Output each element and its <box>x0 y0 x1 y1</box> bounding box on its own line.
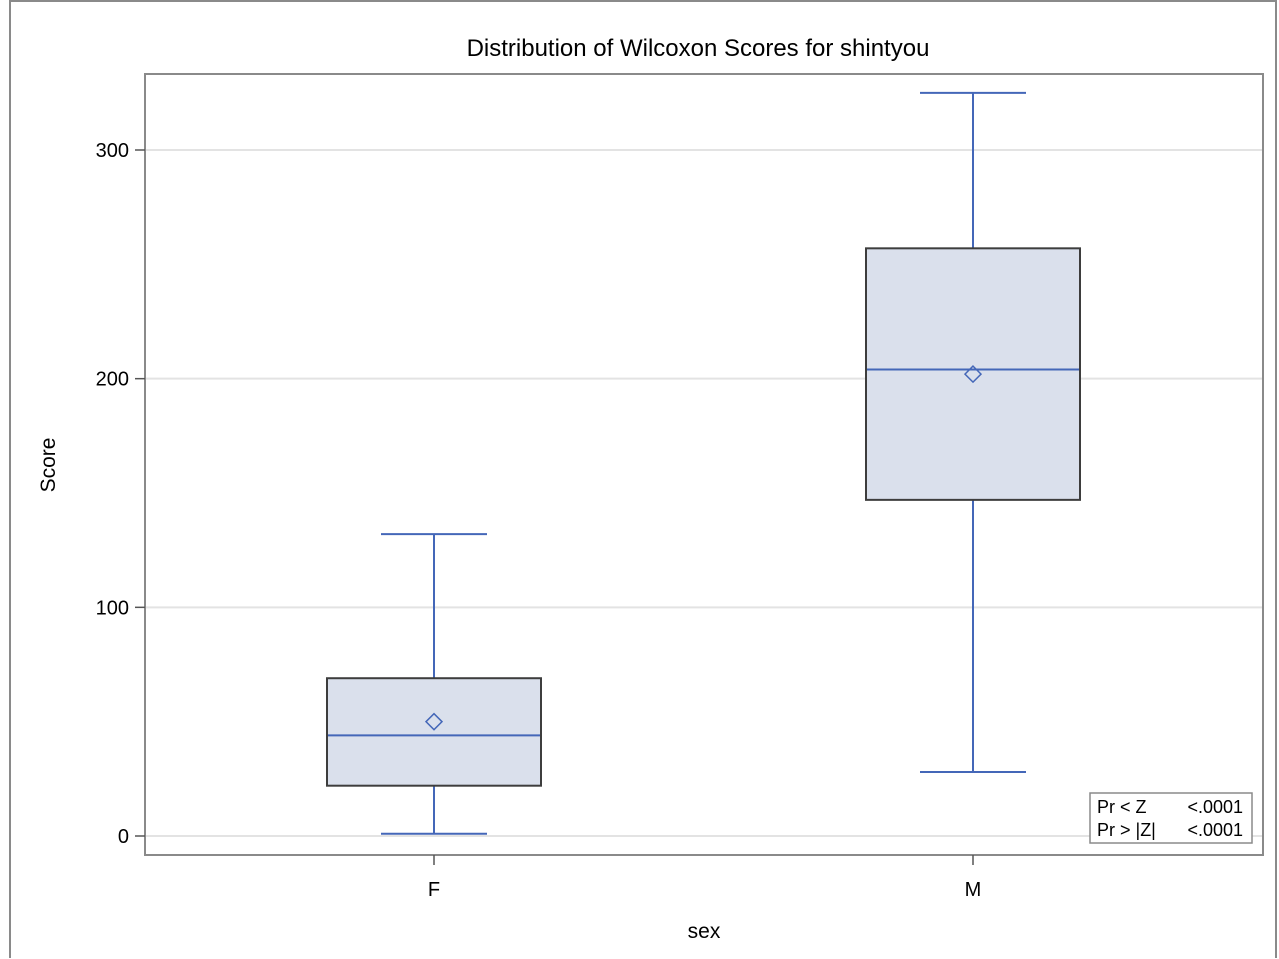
y-tick-label: 200 <box>96 369 129 391</box>
box-M <box>865 91 1081 773</box>
pvalue-inset: Pr < Z <.0001 Pr > |Z| <.0001 <box>1089 792 1253 844</box>
y-tick-label: 100 <box>96 597 129 619</box>
y-axis-title: Score <box>37 438 60 493</box>
x-axis-title: sex <box>688 920 721 943</box>
y-tick-label: 0 <box>118 826 129 848</box>
y-tick-label: 300 <box>96 140 129 162</box>
iqr-box <box>865 247 1081 501</box>
inset-label-1: Pr < Z <box>1097 797 1147 817</box>
iqr-box <box>326 677 542 787</box>
gridlines <box>146 149 1262 837</box>
x-tick-label: F <box>428 879 440 901</box>
inset-value-2: <.0001 <box>1187 820 1243 840</box>
x-tick-label: M <box>965 879 982 901</box>
box-plots <box>326 91 1081 835</box>
inset-label-2: Pr > |Z| <box>1097 820 1156 840</box>
inset-value-1: <.0001 <box>1187 797 1243 817</box>
inset-border <box>1089 792 1253 844</box>
box-F <box>326 533 542 835</box>
y-axis: 0 100 200 300 <box>96 140 145 848</box>
chart-title: Distribution of Wilcoxon Scores for shin… <box>467 35 930 62</box>
mean-marker <box>963 365 983 384</box>
mean-marker <box>424 712 444 731</box>
plot-area-border <box>144 73 1264 856</box>
